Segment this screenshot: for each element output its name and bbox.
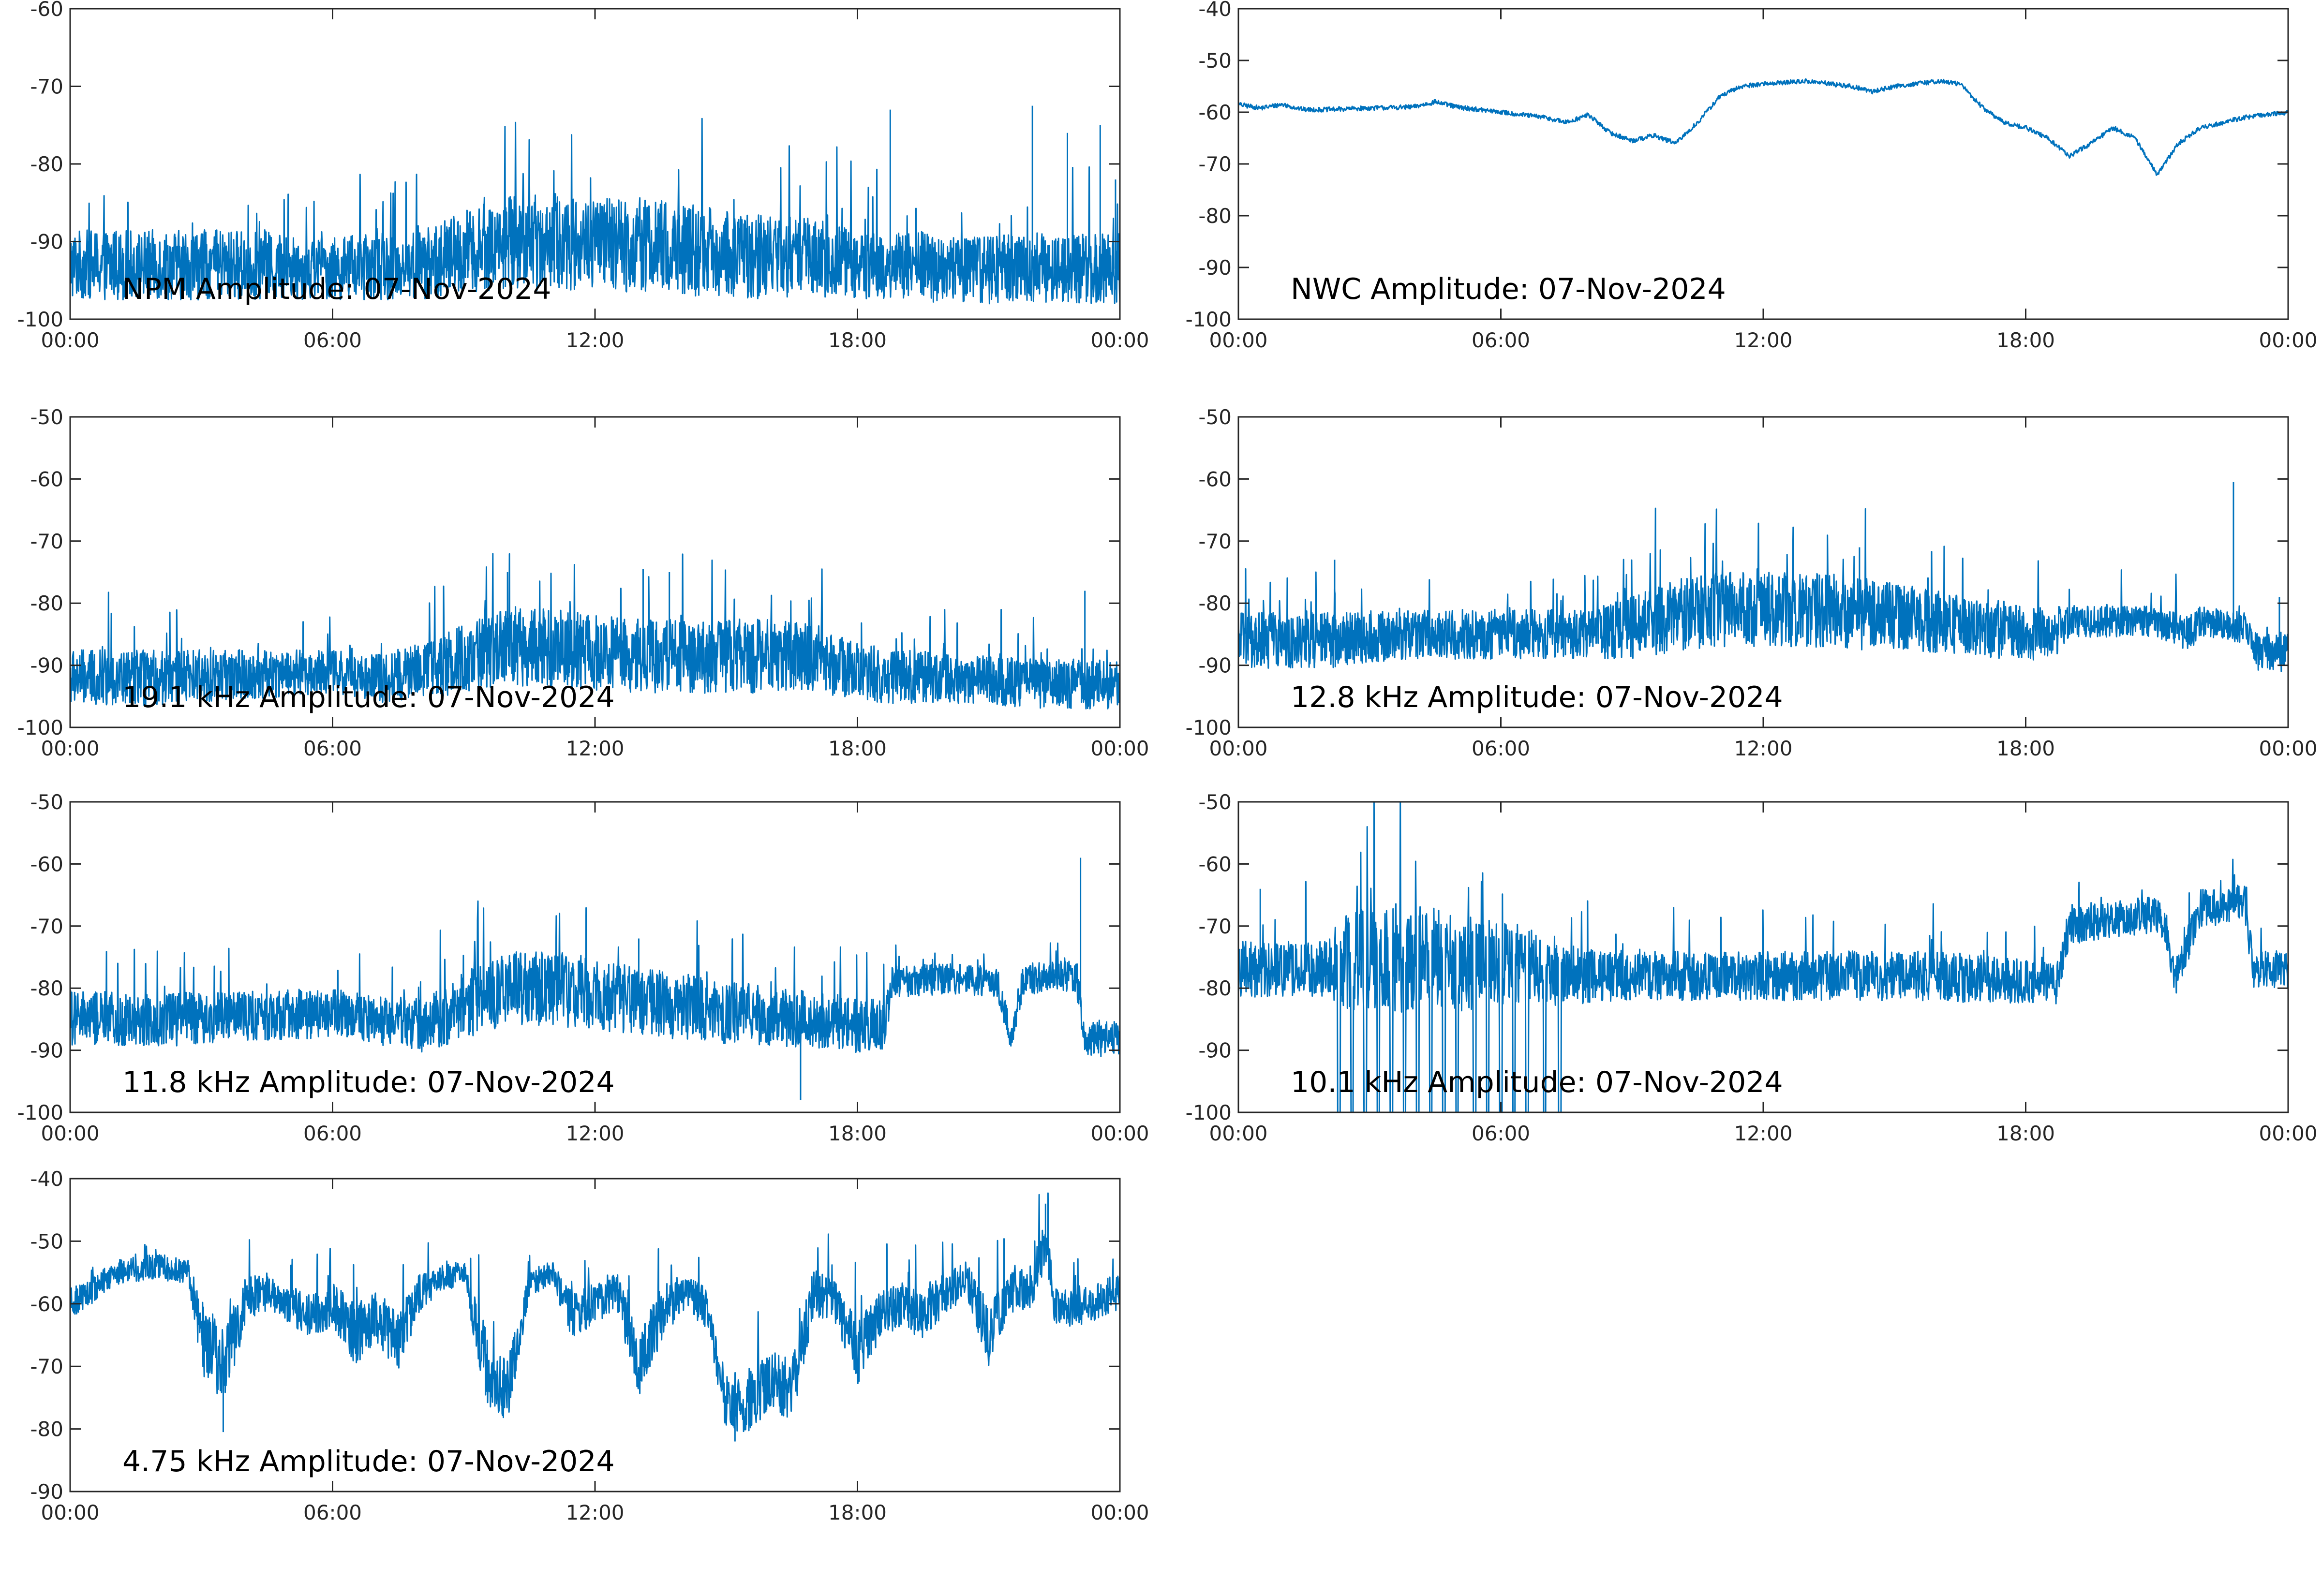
chart-panel-4: 00:00 06:00 12:00 18:00 00:00 -50 -60 -70 -80 -90… — [1186, 405, 2318, 760]
y-tick-label: -60 — [1198, 852, 1232, 876]
y-tick-label: -90 — [1198, 256, 1232, 280]
y-tick-label: -60 — [30, 0, 63, 21]
x-tick-label: 12:00 — [1734, 328, 1792, 352]
y-tick-label: -50 — [1198, 49, 1232, 73]
series-line — [70, 553, 1120, 709]
y-tick-label: -70 — [1198, 152, 1232, 176]
y-tick-label: -100 — [17, 716, 63, 739]
y-tick-label: -60 — [30, 467, 63, 491]
series-line — [1238, 802, 2288, 1112]
x-tick-label: 06:00 — [303, 737, 362, 760]
y-tick-label: -50 — [1198, 405, 1232, 429]
y-tick-label: -50 — [30, 405, 63, 429]
series-line — [1238, 507, 2288, 672]
panel-title: 10.1 kHz Amplitude: 07-Nov-2024 — [1291, 1065, 1783, 1099]
x-tick-label: 00:00 — [1090, 1501, 1149, 1524]
y-tick-label: -70 — [1198, 530, 1232, 553]
x-tick-label: 00:00 — [41, 328, 99, 352]
y-tick-label: -70 — [30, 530, 63, 553]
y-tick-label: -50 — [30, 1229, 63, 1253]
x-tick-label: 00:00 — [41, 1501, 99, 1524]
y-tick-label: -80 — [30, 152, 63, 176]
y-tick-label: -80 — [30, 591, 63, 615]
y-tick-label: -90 — [30, 654, 63, 678]
x-tick-label: 00:00 — [1209, 737, 1267, 760]
y-tick-label: -60 — [30, 1292, 63, 1316]
y-tick-label: -90 — [30, 230, 63, 254]
x-tick-label: 00:00 — [1090, 737, 1149, 760]
series-line — [70, 118, 1120, 305]
y-tick-label: -50 — [1198, 790, 1232, 814]
y-tick-label: -60 — [1198, 467, 1232, 491]
x-tick-label: 06:00 — [303, 1122, 362, 1145]
y-tick-label: -40 — [1198, 0, 1232, 21]
panel-title: 4.75 kHz Amplitude: 07-Nov-2024 — [122, 1445, 615, 1478]
y-tick-label: -90 — [30, 1039, 63, 1063]
series-line — [70, 1192, 1120, 1433]
x-tick-label: 12:00 — [566, 328, 624, 352]
x-tick-label: 00:00 — [2259, 1122, 2317, 1145]
y-tick-label: -80 — [1198, 591, 1232, 615]
panel-title: 19.1 kHz Amplitude: 07-Nov-2024 — [122, 680, 615, 714]
y-tick-label: -40 — [30, 1167, 63, 1191]
x-tick-label: 06:00 — [1472, 1122, 1530, 1145]
x-tick-label: 06:00 — [1472, 737, 1530, 760]
y-tick-label: -100 — [17, 1101, 63, 1124]
y-tick-label: -70 — [30, 1355, 63, 1378]
chart-panel-1: 00:00 06:00 12:00 18:00 00:00 -60 -70 -80 -90 -10… — [17, 0, 1149, 352]
y-tick-label: -100 — [1186, 308, 1232, 331]
x-tick-label: 12:00 — [566, 1122, 624, 1145]
x-tick-label: 06:00 — [303, 1501, 362, 1524]
y-tick-label: -80 — [1198, 204, 1232, 228]
y-tick-label: -80 — [1198, 976, 1232, 1000]
y-tick-label: -80 — [30, 976, 63, 1000]
chart-panel-5: 00:00 06:00 12:00 18:00 00:00 -50 -60 -70 -80 -90… — [17, 790, 1149, 1145]
y-tick-label: -100 — [1186, 716, 1232, 739]
x-tick-label: 18:00 — [828, 1122, 887, 1145]
x-tick-label: 12:00 — [566, 1501, 624, 1524]
y-tick-label: -70 — [1198, 915, 1232, 938]
panel-title: 11.8 kHz Amplitude: 07-Nov-2024 — [122, 1065, 615, 1099]
chart-panel-6: 00:00 06:00 12:00 18:00 00:00 -50 -60 -70 -80 -90… — [1186, 790, 2318, 1145]
x-tick-label: 00:00 — [1209, 1122, 1267, 1145]
y-tick-label: -90 — [1198, 654, 1232, 678]
x-tick-label: 06:00 — [1472, 328, 1530, 352]
y-tick-label: -80 — [30, 1418, 63, 1441]
series-line — [70, 900, 1120, 1057]
panel-title: NPM Amplitude: 07-Nov-2024 — [122, 272, 551, 306]
x-tick-label: 00:00 — [2259, 328, 2317, 352]
panel-title: NWC Amplitude: 07-Nov-2024 — [1291, 272, 1726, 306]
y-tick-label: -60 — [30, 852, 63, 876]
x-tick-label: 00:00 — [41, 1122, 99, 1145]
y-tick-label: -70 — [30, 915, 63, 938]
y-tick-label: -50 — [30, 790, 63, 814]
x-tick-label: 00:00 — [41, 737, 99, 760]
x-tick-label: 18:00 — [1996, 737, 2055, 760]
x-tick-label: 00:00 — [1090, 1122, 1149, 1145]
y-tick-label: -100 — [17, 308, 63, 331]
x-tick-label: 00:00 — [2259, 737, 2317, 760]
y-tick-label: -70 — [30, 75, 63, 99]
x-tick-label: 12:00 — [566, 737, 624, 760]
x-tick-label: 18:00 — [1996, 1122, 2055, 1145]
chart-panel-3: 00:00 06:00 12:00 18:00 00:00 -50 -60 -70 -80 -90… — [17, 405, 1149, 760]
chart-panel-2: 00:00 06:00 12:00 18:00 00:00 -40 -50 -60 -70 -80… — [1186, 0, 2318, 352]
series-line — [1238, 78, 2288, 176]
x-tick-label: 12:00 — [1734, 737, 1792, 760]
x-tick-label: 00:00 — [1209, 328, 1267, 352]
y-tick-label: -60 — [1198, 101, 1232, 124]
chart-panel-7: 00:00 06:00 12:00 18:00 00:00 -40 -50 -60 -70 -80… — [30, 1167, 1149, 1524]
y-tick-label: -90 — [30, 1480, 63, 1504]
x-tick-label: 00:00 — [1090, 328, 1149, 352]
x-tick-label: 18:00 — [1996, 328, 2055, 352]
x-tick-label: 06:00 — [303, 328, 362, 352]
x-tick-label: 12:00 — [1734, 1122, 1792, 1145]
y-tick-label: -90 — [1198, 1039, 1232, 1063]
x-tick-label: 18:00 — [828, 1501, 887, 1524]
panel-title: 12.8 kHz Amplitude: 07-Nov-2024 — [1291, 680, 1783, 714]
x-tick-label: 18:00 — [828, 737, 887, 760]
y-tick-label: -100 — [1186, 1101, 1232, 1124]
x-tick-label: 18:00 — [828, 328, 887, 352]
